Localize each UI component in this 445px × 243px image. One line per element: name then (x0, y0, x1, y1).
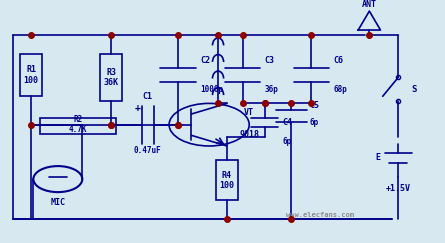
Text: R1
100: R1 100 (24, 65, 39, 85)
FancyBboxPatch shape (100, 54, 122, 101)
Text: C3: C3 (265, 56, 275, 65)
Text: C1: C1 (143, 92, 153, 101)
FancyBboxPatch shape (40, 118, 116, 134)
Text: R3
36K: R3 36K (104, 68, 119, 87)
Text: C5: C5 (309, 101, 319, 110)
Text: www.elecfans.com: www.elecfans.com (287, 212, 354, 217)
Text: 1000p: 1000p (200, 85, 223, 94)
Text: S: S (412, 85, 417, 94)
Text: MIC: MIC (50, 198, 65, 207)
Text: 0.47uF: 0.47uF (134, 146, 162, 155)
Text: 9018: 9018 (239, 130, 259, 139)
Text: C2: C2 (200, 56, 210, 65)
Text: 6p: 6p (309, 118, 319, 127)
FancyBboxPatch shape (20, 54, 42, 96)
Text: +1.5V: +1.5V (386, 184, 411, 193)
Text: R4
100: R4 100 (219, 171, 235, 190)
Text: VT: VT (244, 108, 254, 117)
Text: 36p: 36p (265, 85, 279, 94)
Text: C4: C4 (283, 118, 292, 127)
Text: +: + (135, 103, 141, 113)
Text: ANT: ANT (362, 0, 377, 9)
Text: 68p: 68p (334, 85, 348, 94)
FancyBboxPatch shape (216, 160, 238, 200)
Text: C6: C6 (334, 56, 344, 65)
Text: E: E (376, 153, 380, 162)
Text: R2
4.7K: R2 4.7K (69, 115, 87, 134)
Text: 6p: 6p (283, 137, 292, 146)
